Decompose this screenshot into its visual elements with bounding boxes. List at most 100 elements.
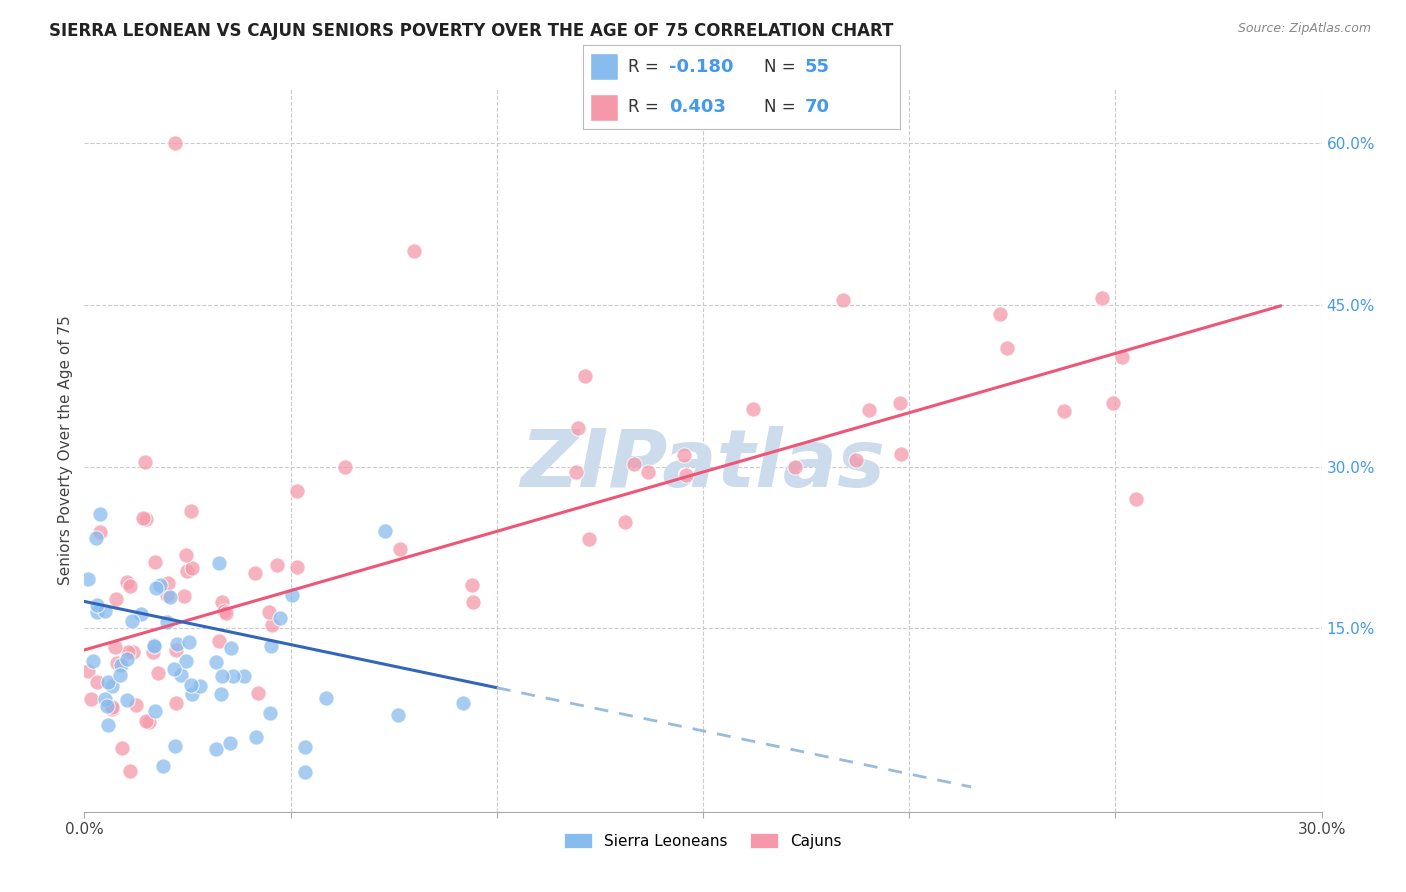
Point (209, 688, 232, 702)
Point (890, 447, 912, 461)
Point (77, 572, 100, 586)
Point (86, 599, 108, 613)
Point (89, 507, 111, 521)
Point (387, 708, 409, 723)
Point (461, 578, 484, 592)
Point (155, 588, 177, 602)
Point (77, 665, 100, 679)
Point (165, 739, 187, 754)
Point (174, 654, 197, 668)
Point (165, 642, 187, 657)
Point (157, 576, 180, 591)
Text: ZIPatlas: ZIPatlas (520, 425, 886, 504)
Point (637, 465, 659, 479)
Point (673, 448, 696, 462)
Point (86, 674, 108, 689)
Point (1111, 350, 1133, 364)
Point (831, 293, 853, 307)
Text: R =: R = (627, 58, 664, 76)
Point (614, 515, 637, 529)
Point (115, 693, 138, 707)
Point (259, 706, 281, 720)
Point (294, 765, 316, 780)
Point (134, 455, 156, 469)
Point (159, 590, 181, 604)
Text: R =: R = (627, 98, 664, 116)
Point (97, 675, 120, 690)
Point (1053, 404, 1076, 418)
Point (204, 742, 226, 756)
Point (166, 696, 188, 710)
Point (257, 605, 280, 619)
Point (260, 639, 283, 653)
Point (374, 524, 396, 539)
Point (82, 654, 104, 668)
Point (170, 668, 193, 682)
Text: SIERRA LEONEAN VS CAJUN SENIORS POVERTY OVER THE AGE OF 75 CORRELATION CHART: SIERRA LEONEAN VS CAJUN SENIORS POVERTY … (49, 22, 894, 40)
Point (104, 640, 127, 654)
Point (204, 655, 226, 669)
Point (1101, 396, 1123, 410)
Point (115, 575, 138, 590)
Point (245, 730, 267, 744)
Point (122, 645, 145, 659)
Point (96, 698, 118, 713)
Text: 55: 55 (804, 58, 830, 76)
Point (135, 512, 157, 526)
Point (269, 611, 291, 625)
Point (149, 578, 172, 592)
Bar (591, 54, 619, 80)
Legend: Sierra Leoneans, Cajuns: Sierra Leoneans, Cajuns (558, 827, 848, 855)
Point (100, 702, 122, 716)
Point (165, 136, 187, 150)
Point (578, 533, 600, 547)
Point (574, 369, 596, 384)
Point (451, 697, 474, 711)
Point (180, 504, 202, 518)
Text: N =: N = (763, 58, 800, 76)
Text: N =: N = (763, 98, 800, 116)
Point (143, 639, 166, 653)
Point (121, 614, 143, 628)
Point (208, 633, 231, 648)
Point (125, 698, 148, 712)
Point (143, 638, 166, 652)
Point (101, 679, 124, 693)
Point (285, 560, 308, 574)
Point (461, 595, 484, 609)
Point (174, 548, 197, 562)
Point (294, 739, 316, 754)
Point (94, 604, 117, 618)
Point (742, 402, 765, 417)
Point (181, 561, 204, 575)
Text: 0.403: 0.403 (669, 98, 725, 116)
Text: 70: 70 (804, 98, 830, 116)
Point (783, 460, 806, 475)
Point (86, 605, 108, 619)
Point (243, 566, 266, 580)
Point (889, 396, 911, 410)
Point (80, 691, 103, 706)
Text: Source: ZipAtlas.com: Source: ZipAtlas.com (1237, 22, 1371, 36)
Point (211, 668, 233, 682)
Point (233, 669, 256, 683)
Point (266, 558, 288, 572)
Point (146, 666, 169, 681)
Point (222, 669, 245, 683)
Point (145, 582, 167, 596)
Point (260, 618, 283, 632)
Point (315, 691, 337, 706)
Text: -0.180: -0.180 (669, 58, 734, 76)
Point (180, 687, 202, 701)
Point (858, 403, 880, 417)
Point (188, 679, 211, 693)
Point (145, 555, 167, 569)
Point (97, 718, 120, 732)
Point (120, 764, 142, 778)
Point (280, 588, 302, 602)
Point (129, 607, 152, 622)
Point (995, 341, 1018, 355)
Point (166, 637, 188, 651)
Point (93, 691, 115, 706)
Point (211, 595, 233, 609)
